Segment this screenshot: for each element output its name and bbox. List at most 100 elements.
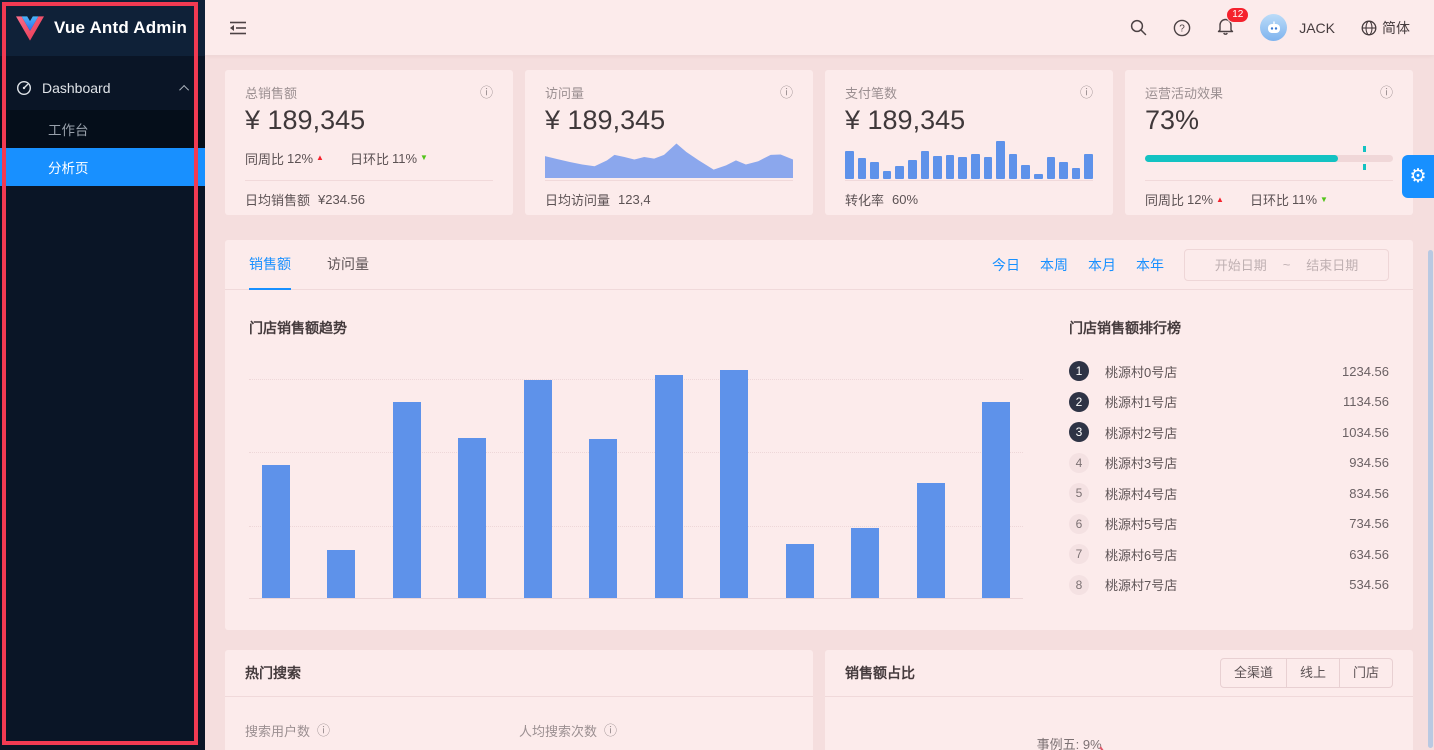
trend-day-over-day: 日环比 11% ▼ — [349, 150, 428, 167]
sidebar-item-dashboard[interactable]: Dashboard — [0, 66, 205, 110]
payments-bar-sparkline — [845, 136, 1093, 180]
progress-target-marker — [1363, 146, 1367, 152]
info-icon[interactable]: ⓘ — [604, 723, 618, 738]
stat-card-title: 支付笔数 — [845, 86, 898, 101]
stat-footer-value: ¥234.56 — [318, 192, 366, 207]
quick-range-link[interactable]: 今日 — [992, 256, 1020, 273]
stat-card-title: 运营活动效果 — [1145, 86, 1224, 101]
sidebar-item-label: Dashboard — [42, 80, 111, 96]
vue-logo-icon — [16, 15, 44, 41]
logo[interactable]: Vue Antd Admin — [0, 0, 205, 56]
rank-badge: 4 — [1069, 452, 1089, 473]
store-sales-bar-chart — [249, 364, 1023, 599]
info-icon[interactable]: ⓘ — [779, 85, 793, 100]
spark-bar — [1071, 167, 1081, 179]
progress-target-marker — [1363, 164, 1367, 170]
store-name: 桃源村2号店 — [1105, 425, 1178, 441]
date-start-placeholder: 开始日期 — [1214, 258, 1267, 273]
info-icon[interactable]: ⓘ — [479, 85, 493, 100]
quick-range-link[interactable]: 本年 — [1136, 256, 1164, 273]
info-icon[interactable]: ⓘ — [1079, 85, 1093, 100]
tab-sales[interactable]: 销售额 — [249, 240, 291, 290]
sales-panel: 销售额 访问量 今日 本周 本月 本年 开始日期 ~ 结束日期 门店销售额趋势 — [225, 240, 1413, 630]
bar — [262, 464, 290, 598]
scrollbar-thumb[interactable] — [1428, 250, 1433, 748]
settings-button[interactable]: ⚙ — [1402, 155, 1434, 198]
user-name[interactable]: JACK — [1299, 19, 1335, 36]
channel-tab[interactable]: 全渠道 — [1219, 658, 1287, 688]
visits-area-sparkline — [545, 136, 793, 180]
gridline — [249, 378, 1023, 380]
search-icon[interactable] — [1129, 19, 1147, 37]
notifications-button[interactable]: 12 — [1217, 7, 1250, 38]
stat-card-value: 73% — [1145, 105, 1200, 135]
sidebar: Vue Antd Admin Dashboard 工作台 分析页 — [0, 0, 205, 750]
store-sales-value: 734.56 — [1349, 516, 1389, 532]
tab-visits[interactable]: 访问量 — [327, 255, 369, 272]
help-icon[interactable]: ? — [1173, 19, 1191, 37]
language-selector[interactable]: 简体 — [1361, 18, 1410, 38]
dashboard-submenu: 工作台 分析页 — [0, 110, 205, 186]
stat-footer-value: 123,4 — [618, 192, 651, 207]
hot-search-card: 热门搜索 搜索用户数 ⓘ 12321 71.2▲ — [225, 650, 813, 750]
metric-search-users: 搜索用户数 ⓘ 12321 71.2▲ — [245, 721, 519, 750]
store-sales-value: 634.56 — [1349, 546, 1389, 562]
quick-range-link[interactable]: 本月 — [1088, 256, 1116, 273]
sidebar-item-analysis[interactable]: 分析页 — [0, 148, 205, 186]
caret-up-icon: ▲ — [316, 153, 324, 162]
metric-label: 搜索用户数 — [245, 724, 311, 739]
date-end-placeholder: 结束日期 — [1306, 258, 1359, 273]
spark-bar — [870, 161, 879, 179]
metric-searches-per-user: 人均搜索次数 ⓘ 2.7 71.2▼ — [519, 721, 793, 750]
store-sales-value: 1034.56 — [1342, 424, 1389, 440]
channel-tab[interactable]: 门店 — [1339, 658, 1393, 688]
info-icon[interactable]: ⓘ — [317, 723, 331, 738]
divider — [1145, 180, 1393, 181]
store-name: 桃源村0号店 — [1105, 364, 1178, 380]
notification-badge: 12 — [1226, 7, 1250, 23]
spark-bar — [907, 160, 917, 179]
stat-card-total-sales: 总销售额 ⓘ ¥ 189,345 同周比 12% ▲ 日环比 11% ▼ 日均销售额 ¥… — [225, 70, 513, 215]
spark-bar — [1084, 154, 1093, 179]
stat-footer-value: 60% — [892, 192, 919, 207]
chart-title: 门店销售额趋势 — [249, 320, 347, 336]
rank-badge: 8 — [1069, 574, 1089, 595]
spark-bar — [1033, 174, 1043, 179]
stat-card-value: ¥ 189,345 — [245, 105, 366, 135]
ranking-item: 6 桃源村5号店 734.56 — [1069, 509, 1389, 540]
spark-bar — [882, 171, 892, 179]
spark-bar — [845, 150, 854, 179]
menu-fold-icon[interactable] — [229, 19, 247, 37]
ranking-list: 1 桃源村0号店 1234.56 2 桃源村1号店 1134.56 3 桃源村2号店 1034.… — [1069, 356, 1389, 600]
channel-tab[interactable]: 线上 — [1286, 658, 1340, 688]
store-sales-value: 834.56 — [1349, 485, 1389, 501]
info-icon[interactable]: ⓘ — [1379, 85, 1393, 100]
bar — [327, 550, 356, 598]
submenu-item-label: 工作台 — [48, 123, 89, 138]
rank-badge: 3 — [1069, 422, 1089, 443]
caret-down-icon: ▼ — [420, 153, 428, 162]
spark-bar — [1021, 164, 1030, 179]
ranking-item: 7 桃源村6号店 634.56 — [1069, 539, 1389, 570]
store-name: 桃源村1号店 — [1105, 395, 1178, 411]
language-label: 简体 — [1382, 19, 1410, 36]
rank-badge: 1 — [1069, 361, 1089, 382]
caret-down-icon: ▼ — [1320, 194, 1328, 204]
quick-range-link[interactable]: 本周 — [1040, 256, 1068, 273]
divider — [845, 180, 1093, 181]
sidebar-item-workbench[interactable]: 工作台 — [0, 110, 205, 148]
bar — [851, 528, 880, 598]
app-title: Vue Antd Admin — [54, 18, 188, 37]
bar — [458, 437, 487, 598]
caret-up-icon: ▲ — [1216, 194, 1224, 204]
card-title: 热门搜索 — [245, 665, 301, 681]
topbar-actions: ? 12 JACK — [1129, 7, 1410, 41]
ranking-item: 4 桃源村3号店 934.56 — [1069, 448, 1389, 479]
gridline — [249, 525, 1023, 527]
date-range-picker[interactable]: 开始日期 ~ 结束日期 — [1184, 248, 1389, 281]
user-avatar[interactable] — [1260, 14, 1288, 41]
stat-cards-row: 总销售额 ⓘ ¥ 189,345 同周比 12% ▲ 日环比 11% ▼ 日均销售额 ¥… — [225, 70, 1413, 215]
ranking-item: 2 桃源村1号店 1134.56 — [1069, 387, 1389, 418]
spark-bar — [996, 141, 1005, 179]
